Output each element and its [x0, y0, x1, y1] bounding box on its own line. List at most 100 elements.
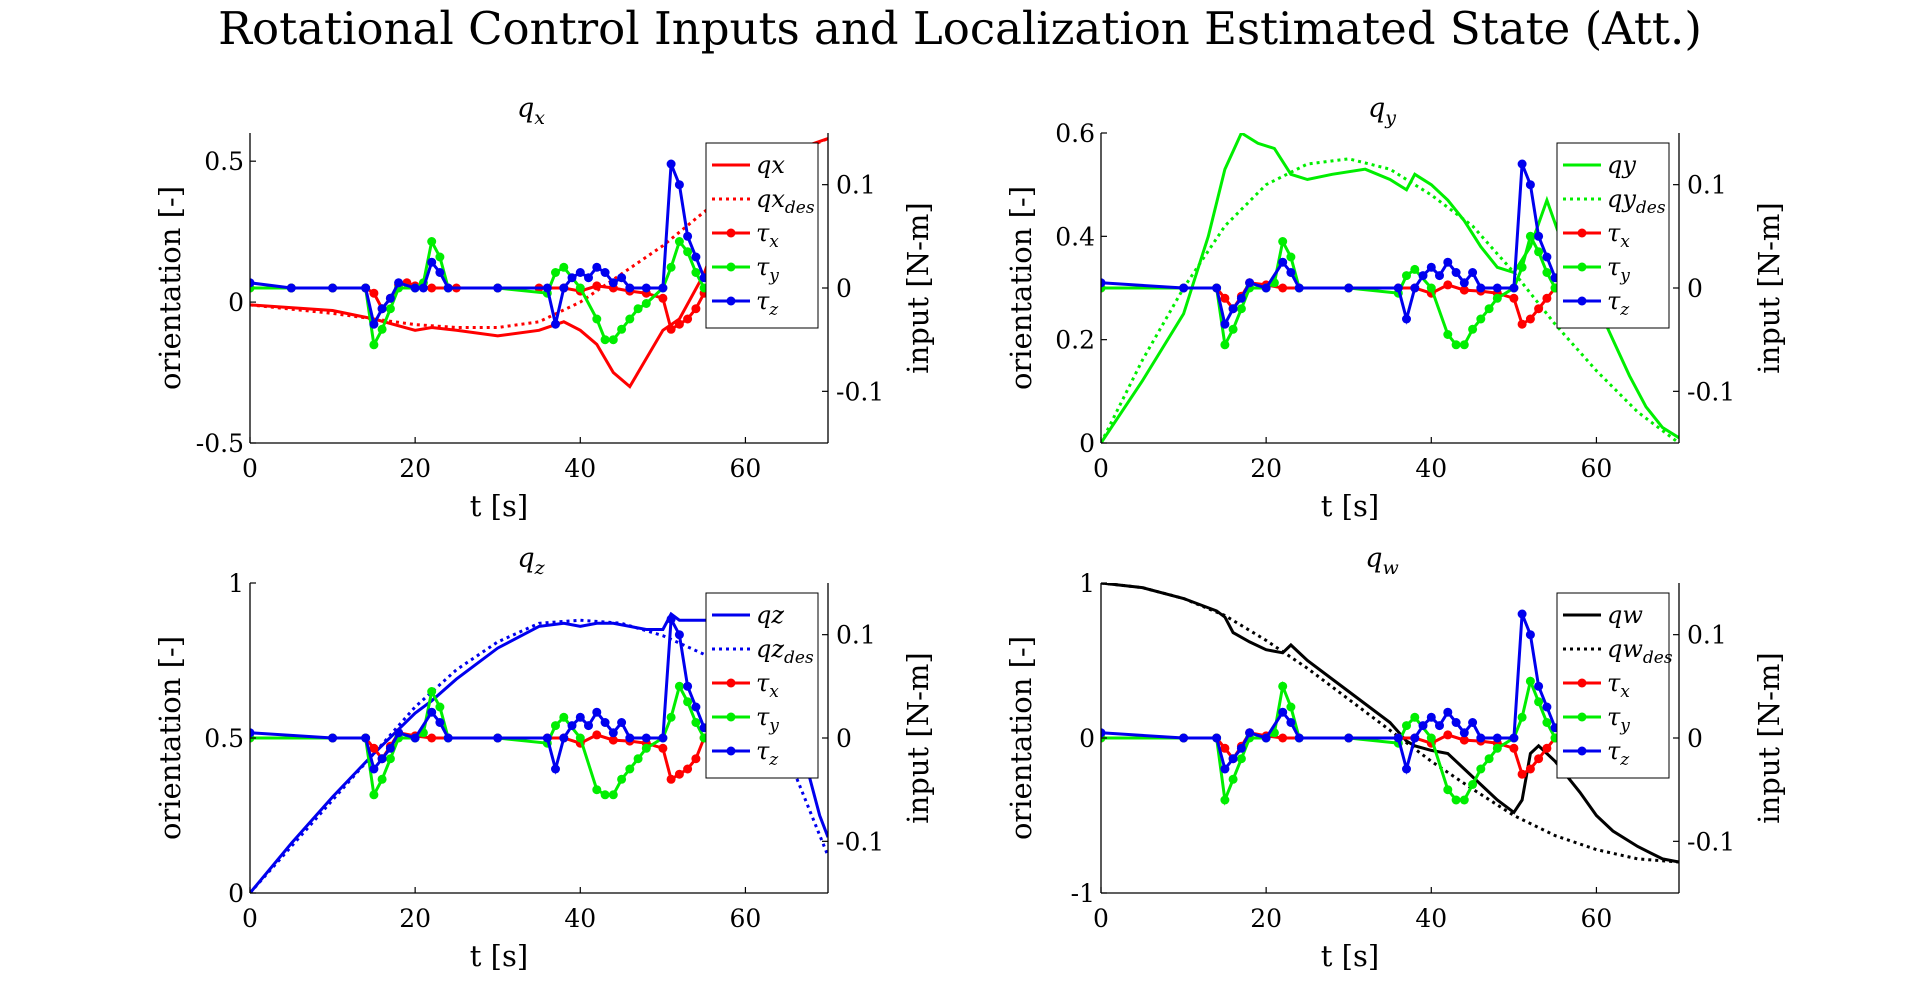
point-tau_z-26 [674, 630, 684, 640]
y-tick-label: 0 [1079, 724, 1095, 753]
legend-label-main: τ [1607, 737, 1621, 765]
legend-label-main: τ [1607, 219, 1621, 247]
point-tau_y-15 [559, 712, 569, 722]
y-tick-label: 1 [1079, 569, 1095, 598]
legend-label-main: qx [756, 151, 785, 179]
point-tau_z-0 [250, 278, 255, 288]
legend-label-main: τ [756, 287, 770, 315]
point-tau_z-18 [592, 707, 602, 717]
point-tau_z-5 [1236, 293, 1246, 303]
legend-marker-tau_y [726, 712, 736, 722]
y2-tick-label: 0.1 [1687, 621, 1727, 650]
point-tau_z-26 [658, 283, 668, 293]
y-tick-label: 0 [228, 879, 244, 908]
subplot-title: qy [1368, 93, 1396, 129]
x-tick-label: 60 [1581, 904, 1613, 933]
point-tau_y-3 [369, 790, 379, 800]
point-tau_z-4 [369, 319, 379, 329]
point-tau_x-19 [1525, 764, 1535, 774]
point-tau_x-21 [1542, 293, 1552, 303]
x-tick-label: 20 [399, 454, 431, 483]
point-tau_z-3 [369, 764, 379, 774]
point-tau_z-1 [1179, 733, 1189, 743]
point-tau_z-6 [385, 293, 395, 303]
point-tau_z-16 [559, 283, 569, 293]
y2-tick-label: 0.1 [836, 621, 876, 650]
legend-label-sub: z [768, 750, 779, 770]
x-axis-label: t [s] [1321, 489, 1379, 523]
legend-label: τz [756, 287, 779, 320]
y2-tick-label: -0.1 [836, 377, 884, 406]
point-tau_y-26 [1525, 676, 1535, 686]
point-tau_y-27 [1534, 247, 1544, 257]
legend-box [705, 592, 819, 779]
point-tau_z-25 [1517, 159, 1527, 169]
y-tick-label: 0.2 [1055, 326, 1095, 355]
point-tau_z-1 [328, 733, 338, 743]
legend-label-main: qw [1607, 601, 1643, 629]
point-tau_x-19 [674, 769, 684, 779]
point-tau_z-5 [1236, 743, 1246, 753]
x-tick-label: 20 [1250, 454, 1282, 483]
point-tau_z-12 [1393, 733, 1403, 743]
point-tau_z-1 [1179, 283, 1189, 293]
point-tau_z-0 [250, 728, 255, 738]
y2-tick-label: -0.1 [836, 827, 884, 856]
x-tick-label: 20 [399, 904, 431, 933]
legend-label: τx [1607, 219, 1630, 252]
y-axis-label: orientation [-] [1004, 186, 1038, 390]
point-tau_z-10 [1294, 283, 1304, 293]
point-tau_z-28 [674, 180, 684, 190]
point-tau_y-23 [1492, 293, 1502, 303]
legend-label-sub: x [769, 232, 779, 252]
legend-label-sub: z [1619, 750, 1630, 770]
point-tau_y-10 [435, 702, 445, 712]
point-tau_x-13 [1443, 280, 1453, 290]
point-tau_y-10 [1286, 702, 1296, 712]
point-tau_z-6 [1245, 728, 1255, 738]
point-tau_y-23 [633, 304, 643, 314]
y-axis-label: orientation [-] [153, 186, 187, 390]
point-tau_x-20 [683, 764, 693, 774]
point-tau_x-20 [1534, 304, 1544, 314]
legend-box [1556, 142, 1670, 329]
y2-tick-label: 0 [1687, 724, 1703, 753]
point-tau_x-21 [666, 324, 676, 334]
y-axis-label: orientation [-] [1004, 636, 1038, 840]
point-tau_z-25 [641, 283, 651, 293]
subplot-title-sub: x [534, 107, 545, 129]
point-tau_y-9 [427, 687, 437, 696]
y-axis-label: orientation [-] [153, 636, 187, 840]
legend-label-sub: des [1636, 198, 1666, 218]
point-tau_y-15 [1410, 264, 1420, 274]
y-tick-label: 1 [228, 569, 244, 598]
point-tau_y-25 [666, 712, 676, 722]
point-tau_y-16 [1426, 733, 1436, 743]
point-tau_y-10 [427, 237, 437, 246]
point-tau_y-28 [683, 247, 693, 257]
point-tau_z-12 [1393, 283, 1403, 293]
point-tau_z-24 [658, 733, 668, 743]
point-tau_y-27 [674, 237, 684, 246]
legend-label-main: τ [756, 219, 770, 247]
point-tau_z-16 [1426, 262, 1436, 272]
point-tau_z-2 [1212, 733, 1222, 743]
legend-label: qxdes [756, 185, 815, 218]
y-tick-label: -0.5 [196, 429, 244, 458]
point-tau_z-3 [1220, 764, 1230, 774]
legend-label: τy [756, 253, 779, 286]
legend-label: τx [756, 669, 779, 702]
legend-box [705, 142, 819, 329]
point-tau_y-17 [575, 283, 585, 293]
legend-marker-tau_z [1577, 746, 1587, 756]
point-tau_y-3 [1220, 795, 1230, 805]
legend-label: τx [1607, 669, 1630, 702]
legend-label-main: qy [1607, 185, 1636, 213]
point-tau_x-20 [1534, 754, 1544, 764]
legend-label: qz [756, 601, 784, 629]
point-tau_y-15 [1410, 712, 1420, 722]
